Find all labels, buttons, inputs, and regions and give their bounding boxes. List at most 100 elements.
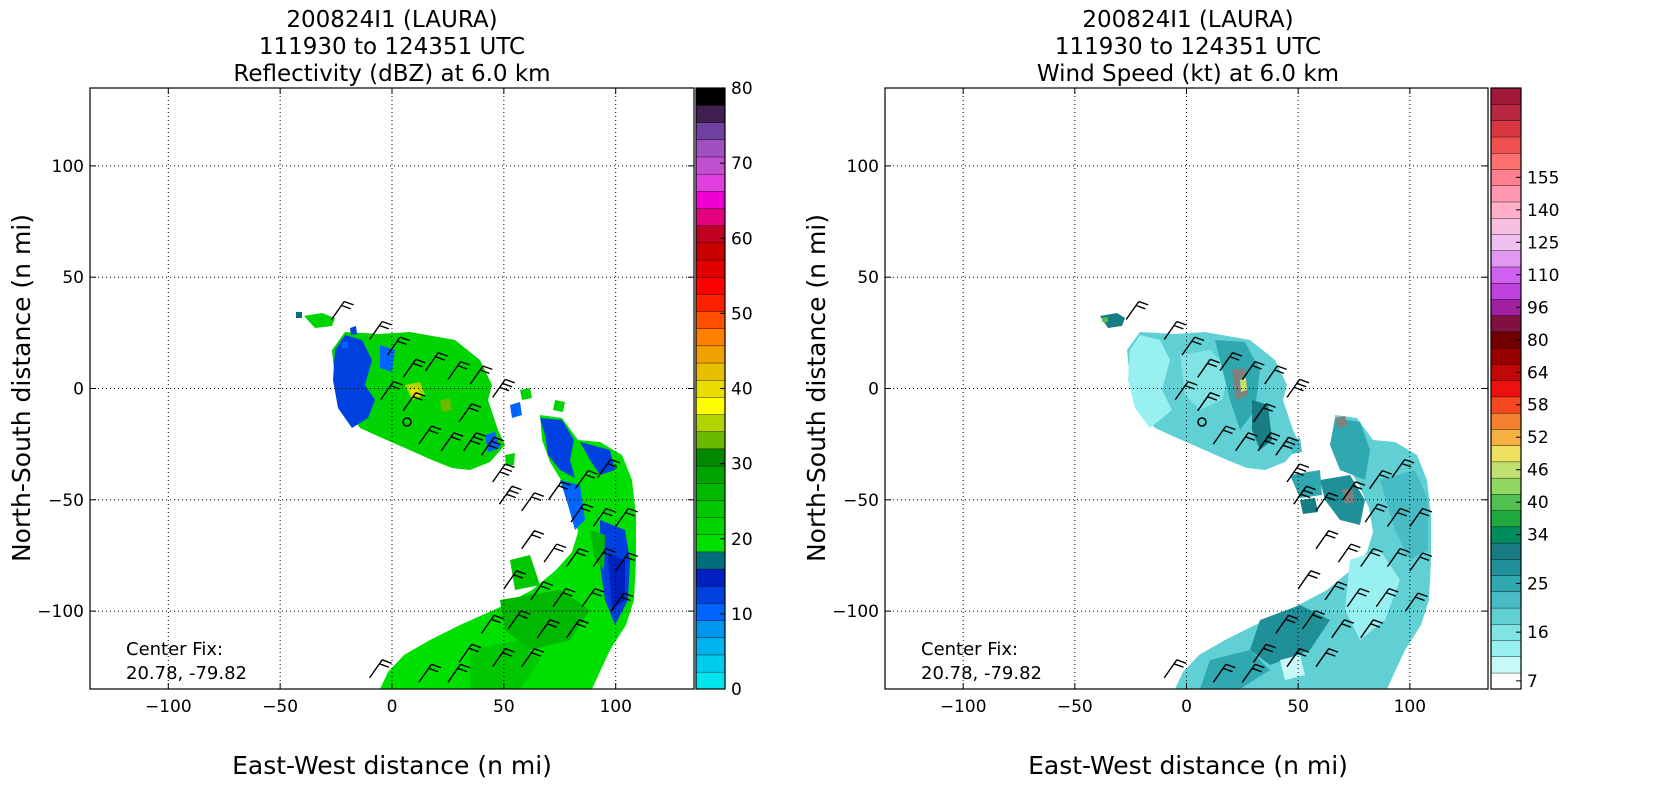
colorbar-bin xyxy=(1490,510,1522,528)
colorbar-bin xyxy=(1490,104,1522,121)
x-tick-label: −100 xyxy=(940,697,987,717)
colorbar-tick-label: 60 xyxy=(731,229,753,249)
center-fix-label: Center Fix: xyxy=(921,639,1018,660)
colorbar-bin xyxy=(695,293,726,312)
colorbar-bin xyxy=(1490,477,1522,495)
x-tick-label: −50 xyxy=(262,697,298,717)
y-tick-label: −100 xyxy=(832,602,879,622)
colorbar-bin xyxy=(695,568,726,587)
y-tick-label: −50 xyxy=(843,491,879,511)
wind-speed-colorbar: 7 16 25 34 40 46 52 58 64 80 96 110 125 140 155 xyxy=(1490,87,1559,692)
colorbar-tick-label: 110 xyxy=(1527,266,1559,286)
colorbar-bin xyxy=(1490,347,1522,365)
colorbar-tick-label: 34 xyxy=(1527,526,1549,546)
axis-ticks: −100 −50 0 50 100 −100 −50 0 50 100 xyxy=(37,88,694,717)
colorbar-tick-label: 25 xyxy=(1527,574,1549,594)
x-tick-label: 100 xyxy=(599,697,631,717)
colorbar-bin xyxy=(1490,380,1522,398)
colorbar-bin xyxy=(695,431,726,450)
reflectivity-colorbar: 0 10 20 30 40 50 60 70 80 xyxy=(695,79,753,700)
chart-title-line-1: 200824I1 (LAURA) xyxy=(1082,7,1293,33)
colorbar-tick-label: 155 xyxy=(1527,168,1559,188)
colorbar-tick-label: 52 xyxy=(1527,428,1549,448)
x-axis-label: East-West distance (n mi) xyxy=(232,751,552,780)
colorbar-tick-label: 16 xyxy=(1527,623,1549,643)
center-fix-label: Center Fix: xyxy=(126,639,223,660)
colorbar-tick-label: 40 xyxy=(731,380,753,400)
colorbar-bin xyxy=(695,362,726,381)
colorbar-bin xyxy=(1490,607,1522,625)
colorbar-tick-label: 70 xyxy=(731,154,753,174)
colorbar-bin xyxy=(695,534,726,553)
colorbar-bin xyxy=(695,414,726,432)
y-tick-label: 0 xyxy=(868,380,879,400)
colorbar-tick-label: 140 xyxy=(1527,201,1559,221)
colorbar-bin xyxy=(1490,445,1522,463)
colorbar-bin xyxy=(695,104,726,123)
wind-barb-paths xyxy=(331,300,638,683)
colorbar-bin xyxy=(695,482,726,501)
y-tick-label: 50 xyxy=(857,268,879,288)
reflectivity-panel: 200824I1 (LAURA) 111930 to 124351 UTC Re… xyxy=(7,7,753,780)
colorbar-bin xyxy=(695,225,726,244)
colorbar-tick-label: 20 xyxy=(731,530,753,550)
colorbar-bin xyxy=(695,671,726,690)
colorbar-bin xyxy=(695,259,726,278)
colorbar-tick-label: 50 xyxy=(731,304,753,324)
colorbar-bin xyxy=(1490,136,1522,154)
colorbar-tick-label: 30 xyxy=(731,455,753,475)
wind-barbs xyxy=(331,300,638,683)
chart-title-line-1: 200824I1 (LAURA) xyxy=(286,7,497,33)
colorbar-tick-label: 40 xyxy=(1527,493,1549,513)
colorbar-bin xyxy=(1490,542,1522,560)
colorbar-bin xyxy=(695,345,726,364)
colorbar-bin xyxy=(695,156,726,175)
y-tick-label: 0 xyxy=(73,380,84,400)
colorbar-bin xyxy=(695,620,726,638)
center-fix-coords: 20.78, -79.82 xyxy=(921,663,1042,684)
grid-lines xyxy=(90,88,694,689)
colorbar-bin xyxy=(695,517,726,535)
colorbar-bin xyxy=(695,585,726,604)
x-tick-label: 50 xyxy=(1287,697,1309,717)
colorbar-bin xyxy=(1490,591,1522,609)
colorbar-bin xyxy=(695,465,726,484)
center-fix-marker xyxy=(1197,417,1207,427)
colorbar-bin xyxy=(695,207,726,226)
x-tick-label: 50 xyxy=(493,697,515,717)
colorbar-bin xyxy=(695,173,726,192)
x-tick-label: 100 xyxy=(1394,697,1426,717)
wind-barbs xyxy=(1125,300,1433,683)
center-fix-marker xyxy=(402,417,412,427)
colorbar-tick-label: 96 xyxy=(1527,298,1549,318)
x-tick-label: −100 xyxy=(145,697,192,717)
colorbar-bin xyxy=(695,551,726,570)
colorbar-tick-label: 0 xyxy=(731,680,742,700)
colorbar-bin xyxy=(695,122,726,141)
colorbar-bin xyxy=(695,276,726,295)
colorbar-bin xyxy=(1490,412,1522,430)
colorbar-bin xyxy=(1490,640,1522,658)
wind-speed-field xyxy=(1100,313,1431,689)
colorbar-bin xyxy=(1490,217,1522,235)
x-axis-label: East-West distance (n mi) xyxy=(1028,751,1348,780)
y-axis-label: North-South distance (n mi) xyxy=(7,214,36,562)
y-axis-label: North-South distance (n mi) xyxy=(802,214,831,562)
colorbar-tick-label: 125 xyxy=(1527,233,1559,253)
y-tick-label: −50 xyxy=(48,491,84,511)
wind-speed-panel: 200824I1 (LAURA) 111930 to 124351 UTC Wi… xyxy=(802,7,1559,780)
colorbar-bin xyxy=(695,637,726,656)
chart-title-line-2: 111930 to 124351 UTC xyxy=(1055,34,1321,60)
y-tick-label: 50 xyxy=(62,268,84,288)
colorbar-bin xyxy=(695,499,726,518)
center-fix-coords: 20.78, -79.82 xyxy=(126,663,247,684)
colorbar-bin xyxy=(695,242,726,261)
x-tick-label: 0 xyxy=(1181,697,1192,717)
colorbar-bin xyxy=(1490,558,1522,576)
colorbar-bin xyxy=(695,602,726,621)
colorbar-bin xyxy=(695,87,726,106)
colorbar-bin xyxy=(1490,152,1522,170)
colorbar-bin xyxy=(1490,282,1522,300)
colorbar-tick-label: 64 xyxy=(1527,363,1549,383)
